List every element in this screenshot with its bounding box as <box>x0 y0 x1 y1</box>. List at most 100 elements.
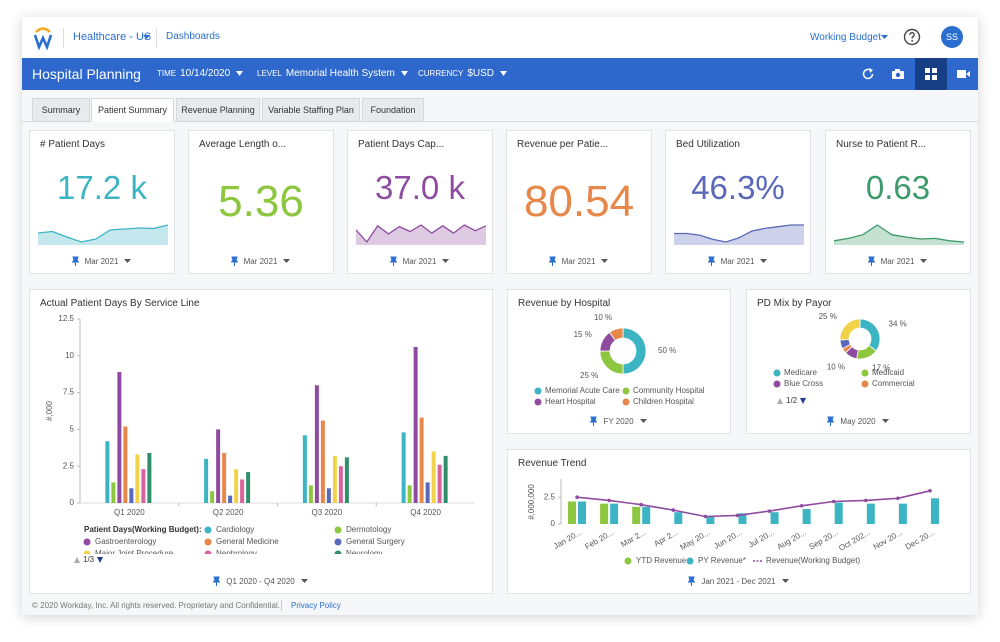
tenant-selector[interactable]: Healthcare - US <box>73 31 151 43</box>
slice-label: 10 % <box>594 313 612 322</box>
chart-card: PD Mix by Payor34 %17 %10 %25 %MedicareM… <box>746 289 971 434</box>
refresh-icon[interactable] <box>861 67 875 81</box>
filter[interactable]: LEVELMemorial Health System <box>257 68 409 79</box>
bar <box>610 504 618 524</box>
bar <box>111 482 115 503</box>
layout-button[interactable] <box>915 58 947 90</box>
scenario-selector[interactable]: Working Budget <box>810 32 881 43</box>
help-icon[interactable] <box>903 28 921 46</box>
tab[interactable]: Variable Staffing Plan <box>262 98 360 122</box>
legend-label: Community Hospital <box>633 386 705 395</box>
caret-shape <box>782 579 789 583</box>
legend-label: Blue Cross <box>784 379 823 388</box>
line-point <box>864 499 868 503</box>
pager-text: 1/3 <box>83 555 95 564</box>
divider <box>63 28 64 48</box>
legend: MedicareMedicaidBlue CrossCommercialHMOO… <box>774 368 948 399</box>
caret <box>920 258 928 264</box>
legend-pager[interactable]: 1/2 <box>777 396 806 405</box>
bar <box>333 456 337 503</box>
avatar[interactable]: SS <box>941 26 963 48</box>
bar <box>222 453 226 503</box>
chart: 50 %25 %15 %10 %Memorial Acute CareCommu… <box>508 290 730 433</box>
period-selector[interactable]: May 2020 <box>747 416 970 426</box>
caret <box>283 258 291 264</box>
filter[interactable]: TIME10/14/2020 <box>157 68 244 79</box>
kpi-title: Patient Days Cap... <box>358 139 444 150</box>
line-point <box>800 504 804 508</box>
y-tick-label: 5 <box>70 425 75 434</box>
x-tick-label: Jul 20... <box>747 528 776 550</box>
period-selector[interactable]: Jan 2021 - Dec 2021 <box>508 576 970 586</box>
legend-title: Patient Days(Working Budget): <box>84 525 202 534</box>
pin-shape <box>868 257 874 266</box>
x-tick-label: Sep 20... <box>808 528 840 552</box>
legend-swatch <box>623 388 630 395</box>
sparkline <box>674 221 804 245</box>
period-selector[interactable]: FY 2020 <box>508 416 730 426</box>
period-selector[interactable]: Mar 2021 <box>348 256 492 266</box>
caret-shape <box>401 71 408 76</box>
tab[interactable]: Summary <box>32 98 90 122</box>
filter-label: CURRENCY <box>418 69 463 78</box>
nav-link[interactable]: Dashboards <box>166 31 220 42</box>
pin-icon <box>231 256 238 266</box>
y-axis-label: #,000,000 <box>527 484 536 520</box>
legend-swatch <box>774 381 781 388</box>
bar <box>135 454 139 503</box>
bar <box>129 488 133 503</box>
tab[interactable]: Revenue Planning <box>176 98 260 122</box>
logo[interactable] <box>33 26 53 50</box>
period-selector[interactable]: Mar 2021 <box>30 256 174 266</box>
legend-label: Heart Hospital <box>545 397 596 406</box>
period: Mar 2021 <box>881 257 915 266</box>
line <box>577 491 930 517</box>
bar <box>147 453 151 503</box>
caret-shape <box>236 71 243 76</box>
tab[interactable]: Patient Summary <box>91 98 174 122</box>
kpi-card: Patient Days Cap...37.0 kMar 2021 <box>347 130 493 274</box>
pager-down <box>97 557 103 563</box>
y-tick-label: 7.5 <box>63 388 75 397</box>
period: FY 2020 <box>603 417 633 426</box>
pin-shape <box>591 417 597 426</box>
x-tick-label: May 20... <box>678 528 711 552</box>
period-selector[interactable]: Mar 2021 <box>666 256 810 266</box>
video-icon[interactable] <box>956 68 970 80</box>
legend-pager[interactable]: 1/3 <box>74 555 103 564</box>
period-selector[interactable]: Mar 2021 <box>826 256 970 266</box>
legend-swatch <box>623 399 630 406</box>
camera-icon[interactable] <box>891 68 905 80</box>
bar <box>210 491 214 503</box>
tab[interactable]: Foundation <box>362 98 424 122</box>
privacy-link[interactable]: Privacy Policy <box>291 601 341 610</box>
bar <box>414 347 418 503</box>
bar <box>408 485 412 503</box>
kpi-card: # Patient Days17.2 kMar 2021 <box>29 130 175 274</box>
pin-icon <box>868 256 875 266</box>
period-selector[interactable]: Mar 2021 <box>507 256 651 266</box>
caret <box>234 70 244 78</box>
divider <box>156 28 157 48</box>
pin-icon <box>827 416 834 426</box>
page-title: Hospital Planning <box>32 66 141 82</box>
legend-label: Neurology <box>346 549 382 558</box>
legend-swatch <box>625 558 632 565</box>
period: Jan 2021 - Dec 2021 <box>701 577 775 586</box>
line-point <box>704 515 708 519</box>
kpi-value: 17.2 k <box>30 169 174 207</box>
caret <box>442 258 450 264</box>
pin-shape <box>390 257 396 266</box>
legend-swatch <box>774 392 781 399</box>
line-point <box>607 499 611 503</box>
pin-shape <box>828 417 834 426</box>
period: May 2020 <box>840 417 875 426</box>
period-selector[interactable]: Q1 2020 - Q4 2020 <box>30 576 492 586</box>
bar <box>426 482 430 503</box>
filter[interactable]: CURRENCY$USD <box>418 68 508 79</box>
y-tick-label: 0 <box>551 519 556 528</box>
caret <box>760 258 768 264</box>
line-point <box>575 495 579 499</box>
bar <box>600 504 608 524</box>
period-selector[interactable]: Mar 2021 <box>189 256 333 266</box>
